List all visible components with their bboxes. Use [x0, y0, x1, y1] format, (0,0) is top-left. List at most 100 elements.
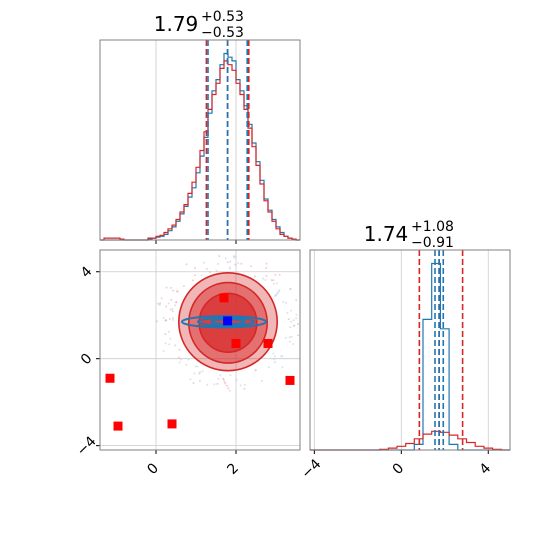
- scatter-point: [284, 336, 287, 339]
- scatter-point: [243, 387, 246, 390]
- y-tick-label: −4: [74, 433, 100, 459]
- scatter-point: [171, 316, 174, 319]
- scatter-point: [164, 319, 167, 322]
- scatter-point: [167, 330, 170, 333]
- scatter-point: [267, 366, 270, 369]
- scatter-point: [175, 290, 178, 293]
- scatter-point: [187, 358, 190, 361]
- scatter-point: [240, 262, 243, 265]
- scatter-point: [290, 335, 293, 338]
- density-contour-blue: [181, 315, 267, 329]
- scatter-point: [250, 265, 253, 268]
- scatter-point: [171, 310, 174, 313]
- highlight-square-marker: [223, 316, 233, 326]
- scatter-point: [169, 308, 172, 311]
- scatter-point: [226, 261, 229, 264]
- scatter-point: [229, 260, 232, 263]
- scatter-point: [234, 263, 237, 266]
- scatter-point: [262, 277, 265, 280]
- scatter-point: [162, 350, 165, 353]
- square-marker: [219, 293, 229, 303]
- scatter-point: [243, 383, 246, 386]
- scatter-point: [182, 285, 185, 288]
- scatter-point: [215, 269, 218, 272]
- scatter-point: [270, 279, 273, 282]
- upper-panel-title-minus: −0.53: [201, 25, 244, 41]
- scatter-point: [289, 326, 292, 329]
- scatter-point: [189, 378, 192, 381]
- x-tick-label: 0: [144, 460, 162, 478]
- scatter-point: [164, 333, 167, 336]
- scatter-point: [253, 275, 256, 278]
- panel-frame: [99, 39, 301, 241]
- upper-left-histogram-panel: [99, 39, 301, 244]
- scatter-point: [292, 319, 295, 322]
- scatter-point: [281, 366, 284, 369]
- lower-right-histogram-panel: −4 0 4: [299, 249, 511, 482]
- scatter-point: [273, 361, 276, 364]
- scatter-point: [208, 271, 211, 274]
- scatter-point: [202, 261, 205, 264]
- scatter-point: [217, 262, 220, 265]
- scatter-point: [265, 267, 268, 270]
- scatter-point: [198, 372, 201, 375]
- scatter-point: [217, 378, 220, 381]
- scatter-point: [290, 320, 293, 323]
- panel-frame: [99, 249, 301, 451]
- scatter-point: [276, 291, 279, 294]
- upper-panel-title-plus: +0.53: [201, 9, 244, 25]
- right-panel-title-minus: −0.91: [411, 235, 454, 251]
- scatter-point: [225, 384, 228, 387]
- scatter-point: [265, 262, 268, 265]
- scatter-point: [193, 267, 196, 270]
- scatter-point: [289, 287, 292, 290]
- scatter-point: [295, 317, 298, 320]
- scatter-point: [174, 344, 177, 347]
- scatter-point: [288, 340, 291, 343]
- scatter-point: [213, 383, 216, 386]
- scatter-point: [274, 273, 277, 276]
- scatter-point: [198, 379, 201, 382]
- scatter-point: [172, 318, 175, 321]
- panel-frame: [309, 249, 511, 451]
- scatter-point: [193, 372, 196, 375]
- scatter-point: [160, 297, 163, 300]
- scatter-point: [218, 255, 221, 258]
- scatter-point: [167, 302, 170, 305]
- square-marker: [231, 338, 241, 348]
- scatter-point: [168, 317, 171, 320]
- scatter-point: [194, 365, 197, 368]
- scatter-point: [281, 355, 284, 358]
- y-tick-label: 0: [78, 351, 96, 369]
- scatter-point: [280, 355, 283, 358]
- scatter-point: [290, 309, 293, 312]
- lower-left-scatter-panel: 0 2 −4 0 4: [74, 249, 301, 478]
- scatter-point: [293, 324, 296, 327]
- scatter-point: [165, 286, 168, 289]
- scatter-point: [178, 361, 181, 364]
- scatter-point: [170, 286, 173, 289]
- scatter-point: [274, 294, 277, 297]
- scatter-point: [200, 274, 203, 277]
- scatter-point: [297, 334, 300, 337]
- square-marker: [263, 338, 273, 348]
- scatter-point: [194, 274, 197, 277]
- scatter-point: [169, 337, 172, 340]
- scatter-point: [254, 369, 257, 372]
- scatter-point: [162, 316, 165, 319]
- scatter-point: [224, 257, 227, 260]
- scatter-point: [168, 343, 171, 346]
- scatter-point: [228, 266, 231, 269]
- scatter-point: [235, 378, 238, 381]
- y-tick-label: 4: [78, 264, 96, 282]
- scatter-point: [288, 336, 291, 339]
- scatter-point: [219, 374, 222, 377]
- scatter-point: [295, 299, 298, 302]
- scatter-point: [278, 273, 281, 276]
- scatter-point: [264, 278, 267, 281]
- scatter-point: [206, 383, 209, 386]
- scatter-point: [164, 342, 167, 345]
- square-marker: [167, 419, 177, 429]
- scatter-point: [227, 387, 230, 390]
- right-panel-title-plus: +1.08: [411, 219, 454, 235]
